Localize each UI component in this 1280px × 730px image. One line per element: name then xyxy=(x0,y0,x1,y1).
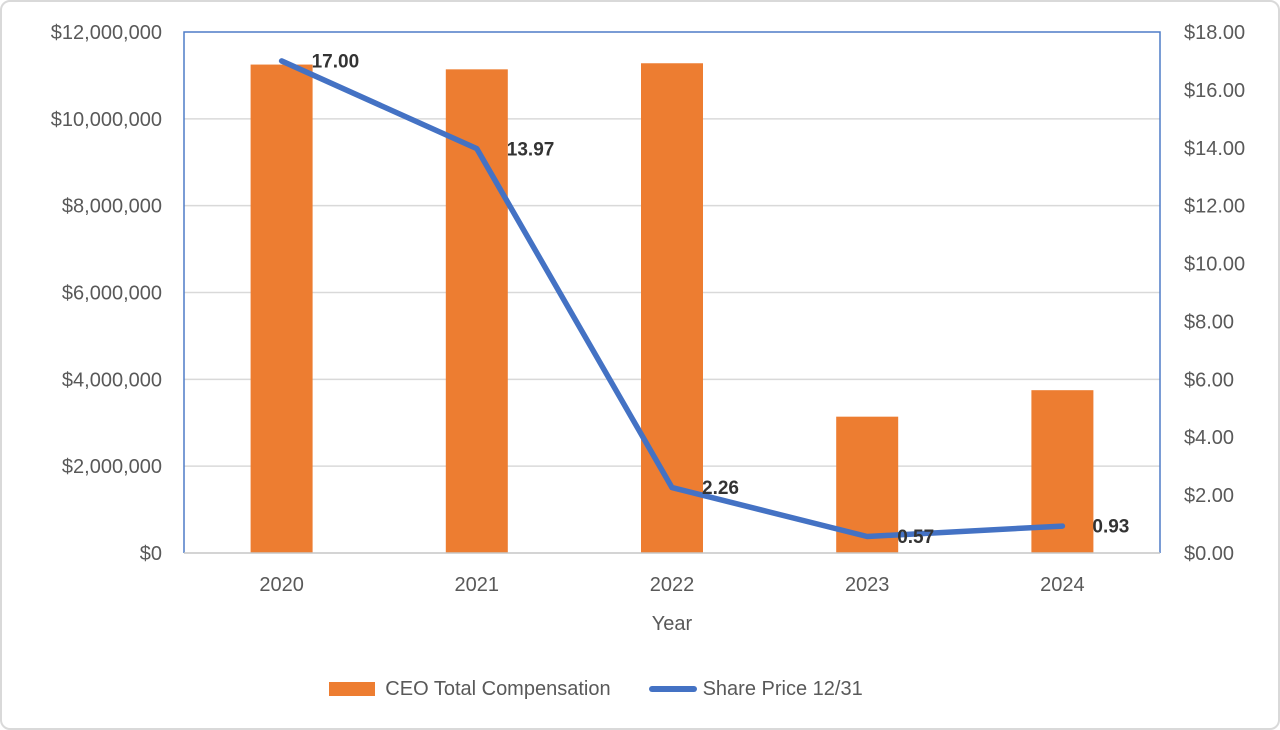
y-axis-label-left: $10,000,000 xyxy=(51,109,162,131)
plot-border xyxy=(183,31,1161,553)
x-axis-label-2022: 2022 xyxy=(650,574,695,596)
y-axis-label-right: $6.00 xyxy=(1184,369,1234,391)
y-axis-label-right: $16.00 xyxy=(1184,80,1245,102)
y-axis-label-left: $6,000,000 xyxy=(62,283,162,305)
y-axis-label-left: $12,000,000 xyxy=(51,22,162,44)
x-axis-label-2021: 2021 xyxy=(455,574,500,596)
y-axis-label-left: $4,000,000 xyxy=(62,369,162,391)
data-label-2020: 17.00 xyxy=(312,52,360,73)
bar-2022 xyxy=(641,63,703,553)
legend-item-share-price: Share Price 12/31 xyxy=(648,677,863,701)
x-axis-label-2024: 2024 xyxy=(1040,574,1085,596)
y-axis-label-left: $0 xyxy=(140,543,162,565)
y-axis-label-right: $10.00 xyxy=(1184,254,1245,276)
y-axis-label-right: $12.00 xyxy=(1184,196,1245,218)
y-axis-label-left: $2,000,000 xyxy=(62,456,162,478)
y-axis-label-right: $18.00 xyxy=(1184,22,1245,44)
x-axis-label-2020: 2020 xyxy=(259,574,304,596)
data-label-2023: 0.57 xyxy=(897,527,934,548)
data-label-2021: 13.97 xyxy=(507,139,555,160)
y-axis-label-right: $0.00 xyxy=(1184,543,1234,565)
line-share-price xyxy=(278,58,1066,540)
y-axis-label-right: $8.00 xyxy=(1184,311,1234,333)
legend-item-ceo-total-compensation: CEO Total Compensation xyxy=(329,677,611,701)
legend-label-share-price: Share Price 12/31 xyxy=(702,677,863,700)
chart-legend: CEO Total Compensation Share Price 12/31 xyxy=(2,674,1278,704)
y-axis-label-right: $4.00 xyxy=(1184,427,1234,449)
data-label-2024: 0.93 xyxy=(1092,517,1129,538)
y-axis-label-right: $14.00 xyxy=(1184,138,1245,160)
line-swatch-icon xyxy=(648,686,697,692)
bar-swatch-icon xyxy=(329,682,376,696)
y-axis-label-right: $2.00 xyxy=(1184,485,1234,507)
y-axis-label-left: $8,000,000 xyxy=(62,196,162,218)
x-axis-title: Year xyxy=(651,613,693,635)
bar-2020 xyxy=(250,64,313,553)
legend-label-ceo-total-compensation: CEO Total Compensation xyxy=(385,677,611,700)
x-axis-label-2023: 2023 xyxy=(845,574,890,596)
data-label-2022: 2.26 xyxy=(702,478,739,499)
